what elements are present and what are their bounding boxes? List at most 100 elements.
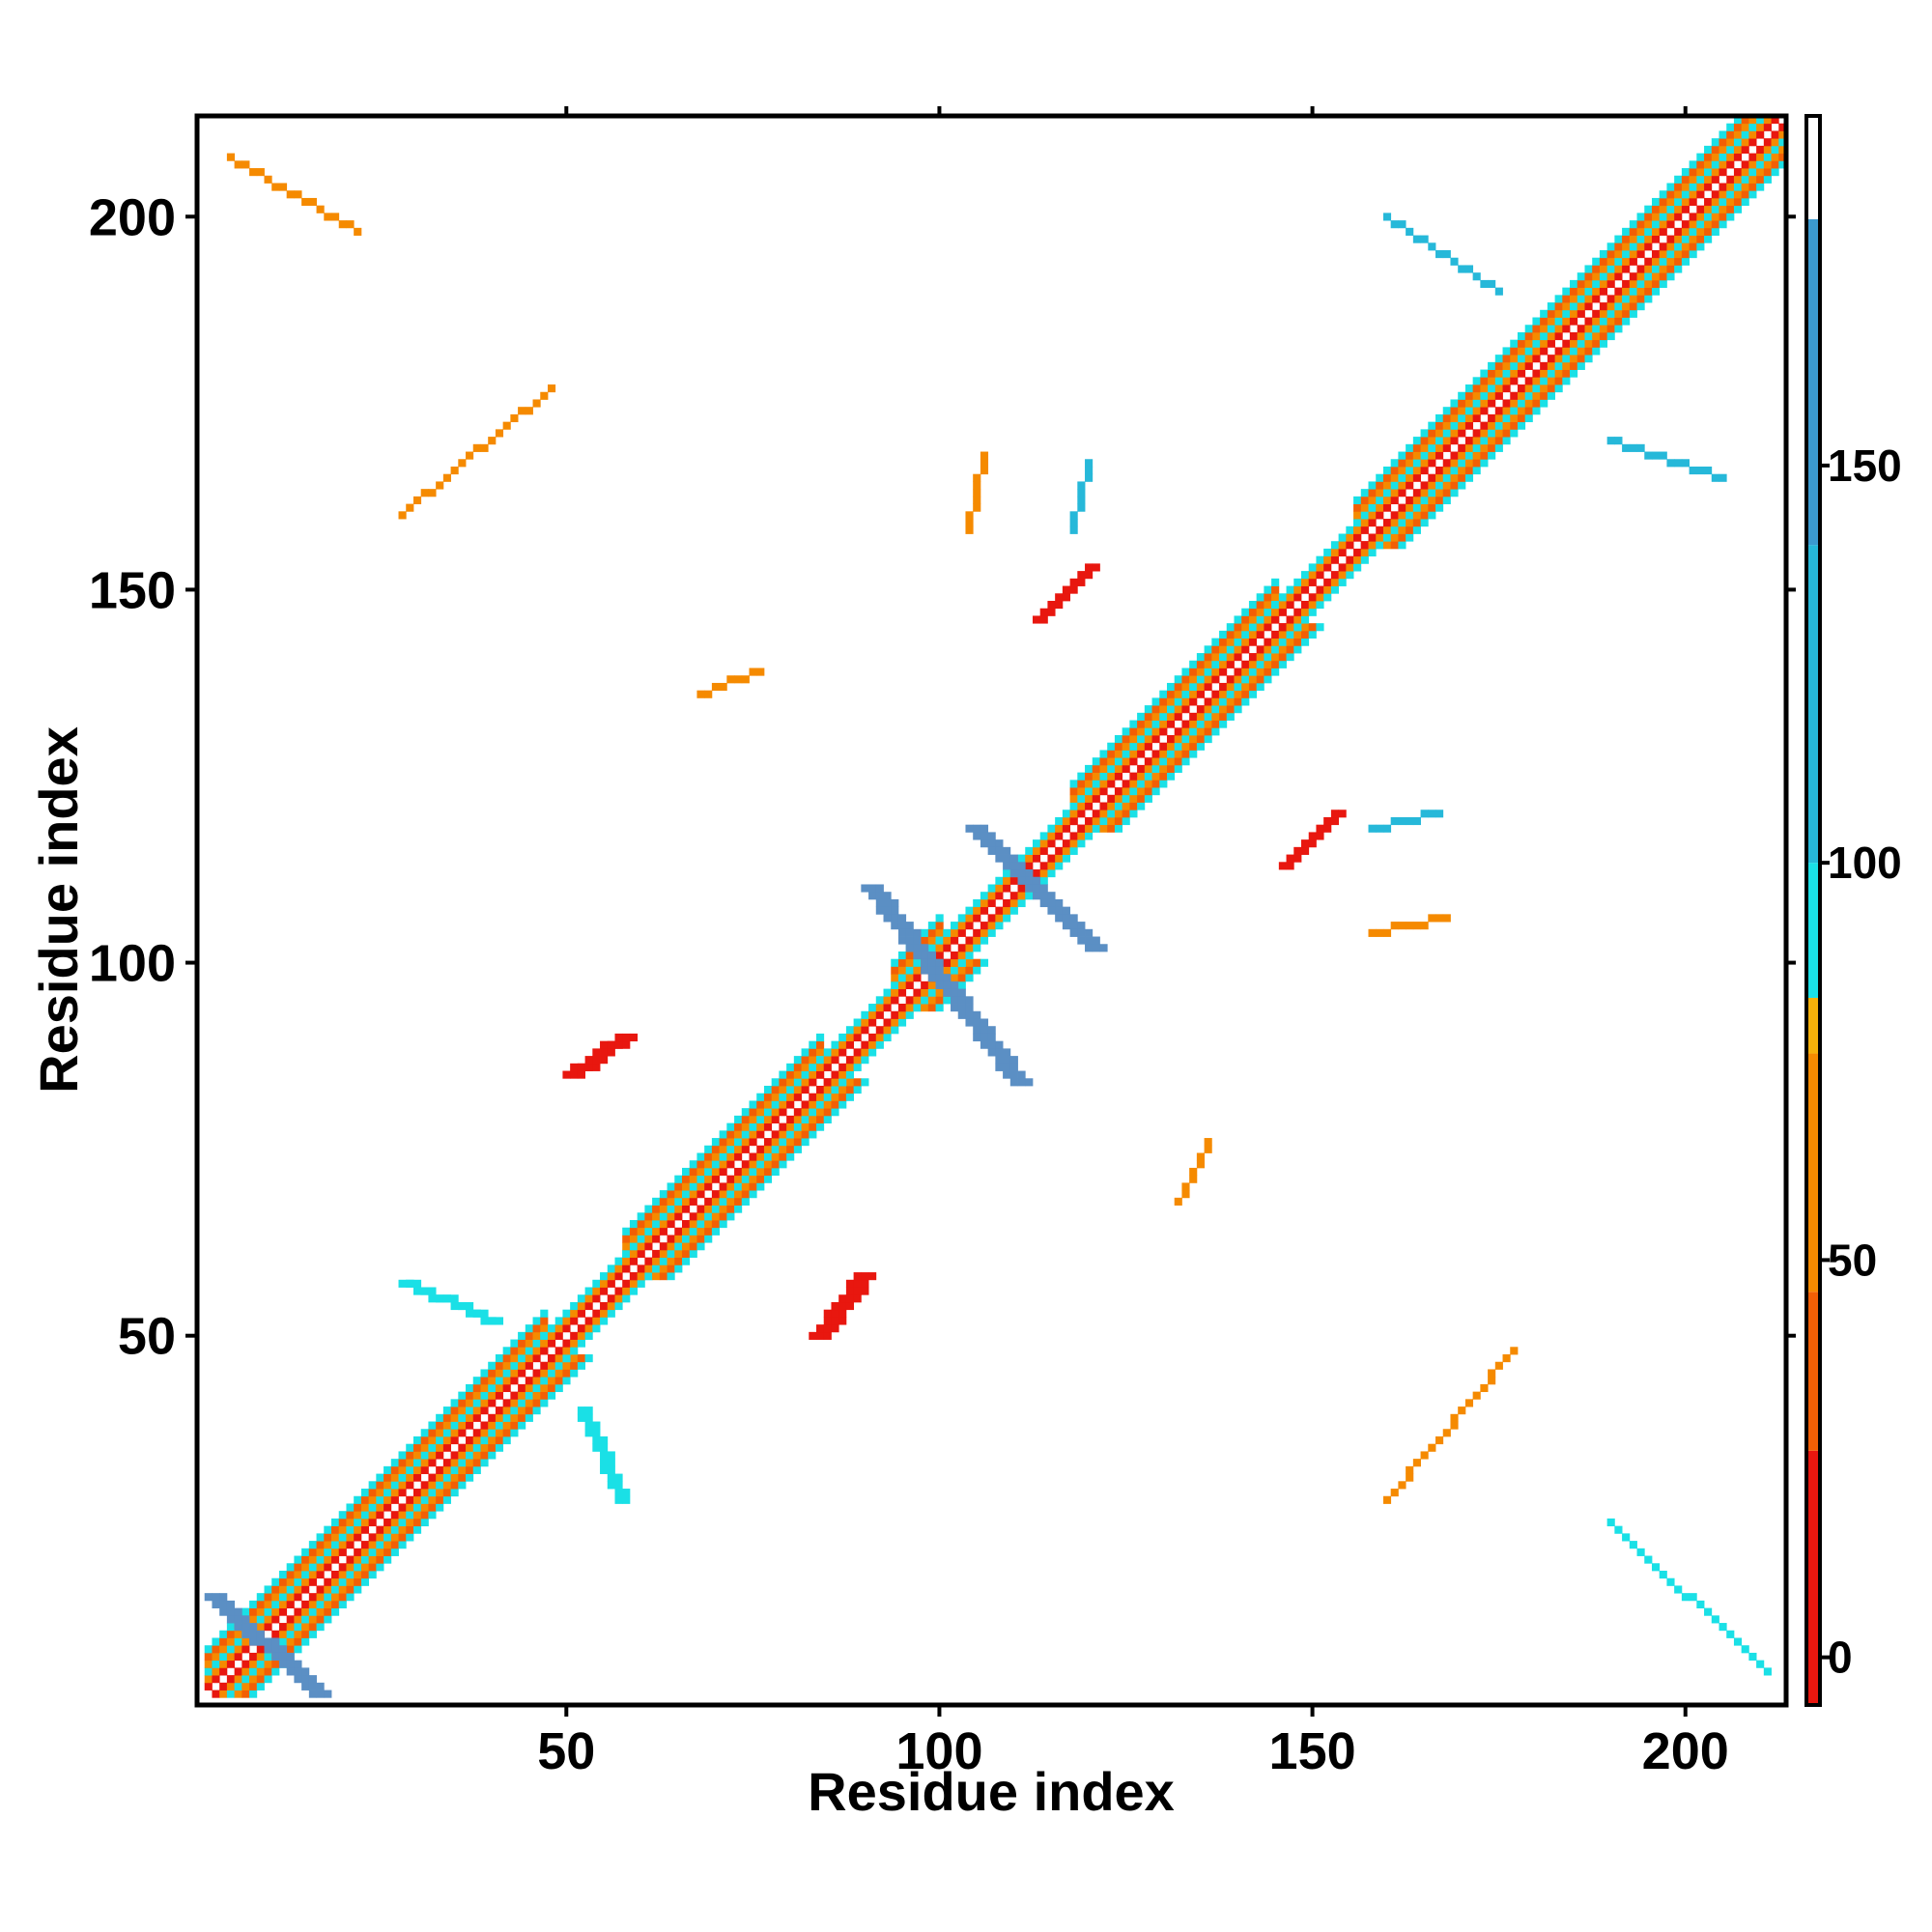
heatmap-cell: [324, 1555, 332, 1564]
heatmap-cell: [1204, 668, 1212, 676]
heatmap-cell: [1741, 116, 1749, 125]
heatmap-cell: [1554, 309, 1563, 318]
heatmap-cell: [793, 1056, 802, 1065]
heatmap-cell: [376, 1525, 384, 1534]
heatmap-cell: [1681, 1593, 1690, 1602]
heatmap-cell: [1264, 645, 1272, 654]
heatmap-cell: [1666, 205, 1675, 213]
heatmap-cell: [1122, 787, 1130, 796]
heatmap-cell: [711, 1205, 721, 1213]
heatmap-cell: [1248, 682, 1258, 692]
heatmap-cell: [1719, 183, 1727, 191]
heatmap-cell: [1069, 928, 1078, 937]
heatmap-cell: [458, 1481, 467, 1490]
heatmap-cell: [1174, 750, 1182, 758]
heatmap-cell: [726, 1145, 735, 1153]
heatmap-cell: [458, 1443, 467, 1452]
heatmap-cell: [1406, 227, 1414, 236]
heatmap-cell: [935, 966, 944, 975]
heatmap-cell: [1189, 735, 1198, 744]
heatmap-cell: [1382, 481, 1392, 490]
heatmap-cell: [1308, 832, 1317, 840]
x-tick-label: 150: [1269, 1722, 1356, 1780]
heatmap-cell: [1733, 190, 1743, 199]
heatmap-cell: [1144, 712, 1152, 721]
heatmap-cell: [1047, 601, 1056, 610]
colorbar-band: [1806, 1053, 1820, 1293]
heatmap-cell: [1733, 175, 1743, 184]
heatmap-cell: [1763, 1667, 1772, 1676]
heatmap-cell: [1450, 481, 1459, 490]
heatmap-cell: [1420, 810, 1429, 818]
heatmap-cell: [1502, 399, 1511, 408]
heatmap-cell: [1159, 697, 1168, 706]
heatmap-cell: [554, 1377, 563, 1385]
heatmap-cell: [1003, 876, 1011, 885]
heatmap-cell: [749, 1167, 757, 1177]
heatmap-cell: [779, 1100, 787, 1109]
heatmap-cell: [734, 1182, 743, 1191]
heatmap-cell: [741, 1145, 750, 1153]
heatmap-cell: [226, 1637, 236, 1646]
heatmap-cell: [354, 1503, 362, 1512]
heatmap-cell: [1264, 660, 1272, 668]
heatmap-cell: [853, 1294, 862, 1303]
heatmap-cell: [286, 1577, 295, 1586]
heatmap-cell: [570, 1347, 579, 1355]
heatmap-cell: [584, 1331, 593, 1340]
heatmap-cell: [1085, 794, 1094, 803]
heatmap-cell: [294, 1563, 302, 1572]
heatmap-cell: [1077, 832, 1086, 840]
heatmap-cell: [1584, 317, 1593, 326]
colorbar-band: [1806, 545, 1820, 864]
heatmap-cell: [771, 1138, 780, 1147]
heatmap-cell: [629, 1220, 639, 1229]
heatmap-cell: [219, 1690, 228, 1698]
heatmap-cell: [1450, 473, 1459, 482]
heatmap-cell: [1412, 503, 1421, 512]
heatmap-cell: [458, 1473, 467, 1482]
heatmap-cell: [1122, 810, 1130, 818]
heatmap-cell: [600, 1465, 609, 1474]
heatmap-cell: [1353, 555, 1362, 564]
heatmap-cell: [921, 966, 929, 975]
heatmap-cell: [294, 1585, 302, 1594]
heatmap-cell: [726, 1197, 735, 1206]
heatmap-cell: [786, 1093, 795, 1101]
heatmap-cell: [689, 1235, 697, 1243]
heatmap-cell: [704, 1212, 713, 1221]
heatmap-cell: [540, 1383, 549, 1393]
heatmap-cell: [1129, 742, 1138, 751]
heatmap-cell: [384, 1541, 392, 1549]
heatmap-cell: [1442, 413, 1451, 423]
heatmap-cell: [1606, 325, 1615, 333]
heatmap-cell: [384, 1495, 392, 1504]
heatmap-cell: [1137, 727, 1146, 736]
heatmap-cell: [816, 1122, 825, 1131]
heatmap-cell: [1412, 922, 1421, 930]
heatmap-cell: [696, 1167, 705, 1177]
heatmap-cell: [897, 936, 907, 945]
heatmap-cell: [1286, 593, 1294, 602]
heatmap-cell: [861, 1078, 869, 1087]
heatmap-cell: [980, 936, 989, 945]
heatmap-cell: [1651, 227, 1661, 236]
heatmap-cell: [1039, 892, 1048, 900]
heatmap-cell: [1510, 429, 1519, 438]
heatmap-cell: [278, 1585, 288, 1594]
heatmap-cell: [1301, 846, 1310, 855]
heatmap-cell: [1390, 473, 1399, 482]
heatmap-cell: [600, 1272, 609, 1281]
heatmap-cell: [763, 1160, 773, 1169]
heatmap-cell: [1338, 563, 1347, 572]
heatmap-cell: [1219, 682, 1228, 692]
heatmap-cell: [1114, 802, 1123, 810]
heatmap-cell: [472, 1435, 481, 1445]
heatmap-cell: [1092, 764, 1100, 774]
heatmap-cell: [308, 1615, 317, 1624]
heatmap-cell: [1488, 437, 1496, 445]
heatmap-cell: [442, 1435, 451, 1445]
y-tick-label: 150: [89, 561, 176, 619]
heatmap-cell: [607, 1481, 615, 1490]
heatmap-cell: [696, 1160, 705, 1169]
